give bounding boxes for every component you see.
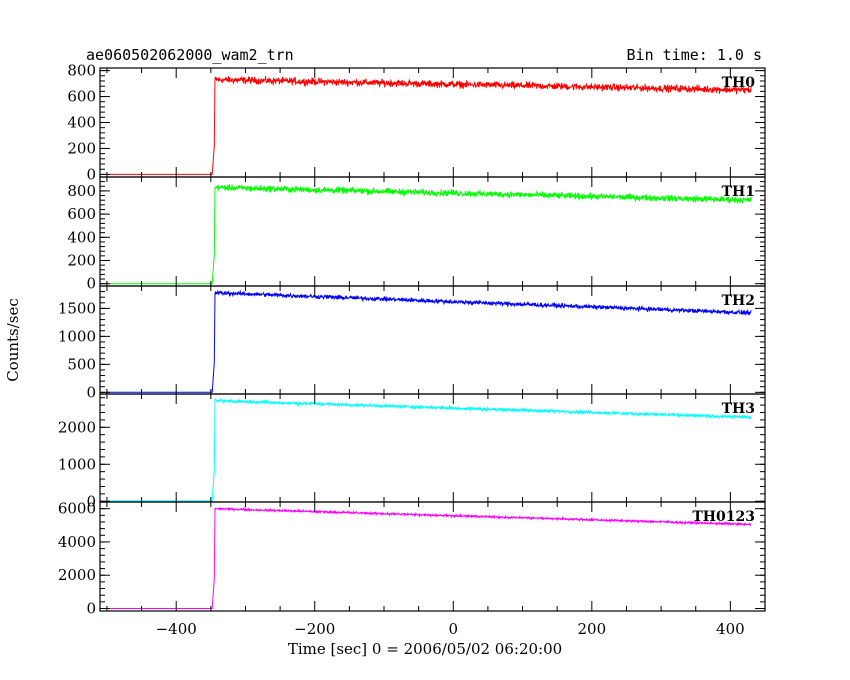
y-tick-label: 500 <box>67 355 96 373</box>
y-tick-label: 400 <box>67 114 96 132</box>
x-tick-label: −400 <box>156 620 197 638</box>
y-tick-label: 1500 <box>58 299 96 317</box>
y-tick-label: 600 <box>67 205 96 223</box>
panel-label-th3: TH3 <box>722 401 755 417</box>
series-line-th0123 <box>106 506 752 609</box>
y-tick-label: 0 <box>86 383 96 401</box>
y-tick-label: 0 <box>86 492 96 510</box>
y-tick-label: 0 <box>86 275 96 293</box>
panels-group: 0 200 400 600 800 TH0 0 200 400 600 800 TH1 0 500 1000… <box>58 62 766 618</box>
y-tick-label: 6000 <box>58 500 96 518</box>
chart-title: ae060502062000_wam2_trn <box>86 46 294 64</box>
series-line-th3 <box>106 397 752 502</box>
y-tick-label: 600 <box>67 88 96 106</box>
x-axis: −400 −200 0 200 400 <box>156 620 745 638</box>
y-tick-label: 2000 <box>58 566 96 584</box>
x-tick-label: 0 <box>449 620 459 638</box>
panel-th3: 0 1000 2000 TH3 <box>58 393 766 510</box>
y-tick-label: 200 <box>67 139 96 157</box>
bin-time-label: Bin time: 1.0 s <box>627 46 762 64</box>
y-tick-label: 1000 <box>58 327 96 345</box>
y-tick-label: 800 <box>67 182 96 200</box>
panel-label-th2: TH2 <box>722 293 755 309</box>
x-tick-label: 400 <box>716 620 745 638</box>
panel-th0: 0 200 400 600 800 TH0 <box>67 62 766 183</box>
panel-label-th0: TH0 <box>722 75 756 91</box>
series-line-th2 <box>106 289 752 393</box>
y-tick-label: 2000 <box>58 418 96 436</box>
panel-th0123: 0 2000 4000 6000 TH0123 <box>58 500 766 618</box>
x-tick-label: −200 <box>294 620 335 638</box>
panel-frame <box>99 393 766 503</box>
series-line-th0 <box>106 75 752 175</box>
y-tick-label: 200 <box>67 251 96 269</box>
panel-label-th0123: TH0123 <box>692 509 755 525</box>
panel-th1: 0 200 400 600 800 TH1 <box>67 176 766 293</box>
x-tick-label: 200 <box>578 620 607 638</box>
y-tick-label: 0 <box>86 165 96 183</box>
panel-label-th1: TH1 <box>722 184 755 200</box>
y-tick-label: 800 <box>67 62 96 80</box>
y-tick-label: 0 <box>86 600 96 618</box>
panel-th2: 0 500 1000 1500 TH2 <box>58 285 766 401</box>
series-line-th1 <box>106 183 752 285</box>
x-axis-label: Time [sec] 0 = 2006/05/02 06:20:00 <box>288 640 562 658</box>
y-axis-label: Counts/sec <box>4 298 22 382</box>
y-tick-label: 400 <box>67 228 96 246</box>
panel-frame <box>99 501 766 612</box>
y-tick-label: 4000 <box>58 533 96 551</box>
y-tick-label: 1000 <box>58 455 96 473</box>
